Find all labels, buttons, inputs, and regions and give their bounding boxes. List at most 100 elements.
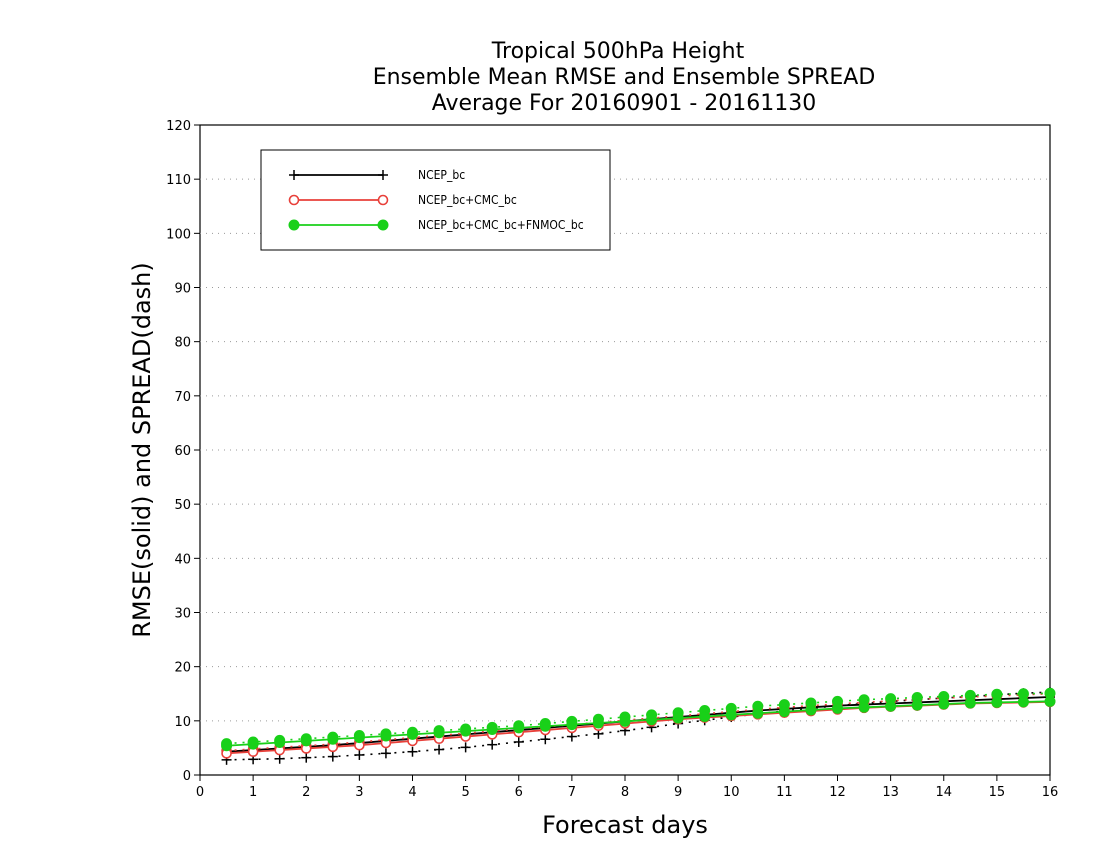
rmse-point bbox=[539, 720, 551, 732]
y-tick-label: 100 bbox=[166, 227, 191, 242]
legend-swatch-marker bbox=[377, 219, 389, 231]
spread-point bbox=[327, 751, 338, 762]
rmse-point bbox=[433, 727, 445, 739]
rmse-point bbox=[964, 697, 976, 709]
rmse-point bbox=[460, 725, 472, 737]
rmse-point bbox=[832, 702, 843, 714]
x-tick-label: 2 bbox=[302, 785, 310, 800]
rmse-point bbox=[380, 730, 392, 742]
spread-point bbox=[540, 734, 551, 745]
legend: NCEP_bc NCEP_bc+CMC_bc NCEP_bc+CMC_bc+FNMO… bbox=[260, 149, 611, 251]
y-tick-label: 50 bbox=[174, 498, 191, 513]
y-tick-label: 70 bbox=[174, 390, 191, 405]
y-tick-label: 30 bbox=[174, 607, 191, 622]
x-tick-label: 11 bbox=[776, 785, 793, 800]
x-tick-label: 4 bbox=[408, 785, 416, 800]
rmse-point bbox=[938, 698, 950, 710]
rmse-point bbox=[327, 733, 339, 745]
x-tick-label: 1 bbox=[249, 785, 257, 800]
rmse-point bbox=[805, 704, 817, 716]
rmse-point bbox=[274, 737, 286, 748]
legend-swatch-marker bbox=[378, 170, 388, 180]
legend-item-1: NCEP_bc bbox=[289, 168, 465, 182]
y-axis: 0 10 20 30 40 50 60 70 80 90 100 110 120 bbox=[166, 119, 200, 784]
y-tick-label: 40 bbox=[174, 552, 191, 567]
rmse-point bbox=[646, 714, 658, 726]
legend-swatch-marker bbox=[288, 219, 300, 231]
rmse-point bbox=[513, 722, 525, 734]
rmse-point bbox=[752, 707, 764, 719]
rmse-point bbox=[991, 696, 1003, 708]
x-tick-label: 16 bbox=[1042, 785, 1059, 800]
y-tick-label: 20 bbox=[174, 661, 191, 676]
legend-item-2: NCEP_bc+CMC_bc bbox=[288, 193, 517, 207]
x-tick-label: 6 bbox=[515, 785, 523, 800]
y-tick-label: 110 bbox=[166, 173, 191, 188]
spread-line bbox=[226, 692, 1051, 745]
chart-title: Tropical 500hPa Height Ensemble Mean RMS… bbox=[373, 39, 876, 116]
legend-item-3: NCEP_bc+CMC_bc+FNMOC_bc bbox=[288, 218, 584, 232]
rmse-point bbox=[221, 740, 233, 752]
rmse-point bbox=[247, 738, 259, 750]
legend-swatch-marker bbox=[289, 170, 299, 180]
rmse-point bbox=[699, 711, 711, 722]
x-axis: 0 1 2 3 4 5 6 7 8 9 10 11 12 13 14 15 16 bbox=[196, 775, 1058, 800]
x-tick-label: 0 bbox=[196, 785, 204, 800]
legend-swatch-marker bbox=[377, 194, 389, 206]
y-tick-label: 120 bbox=[166, 119, 191, 134]
x-tick-label: 7 bbox=[568, 785, 576, 800]
x-tick-label: 3 bbox=[355, 785, 363, 800]
x-tick-label: 12 bbox=[829, 785, 846, 800]
rmse-point bbox=[885, 700, 897, 712]
x-tick-label: 15 bbox=[989, 785, 1006, 800]
rmse-point bbox=[911, 699, 923, 711]
spread-point bbox=[487, 739, 498, 750]
rmse-point bbox=[592, 717, 604, 729]
rmse-point bbox=[407, 728, 418, 740]
series-3 bbox=[221, 687, 1056, 752]
legend-swatch-marker bbox=[288, 194, 300, 206]
rmse-point bbox=[353, 732, 365, 744]
chart-title-line-3: Average For 20160901 - 20161130 bbox=[432, 91, 817, 116]
rmse-point bbox=[1044, 695, 1056, 707]
y-tick-label: 10 bbox=[174, 715, 191, 730]
x-tick-label: 9 bbox=[674, 785, 682, 800]
spread-point bbox=[434, 744, 445, 755]
chart-title-line-1: Tropical 500hPa Height bbox=[491, 39, 745, 64]
x-tick-label: 14 bbox=[935, 785, 952, 800]
rmse-point bbox=[672, 712, 684, 724]
rmse-point bbox=[566, 719, 578, 731]
series-2 bbox=[221, 688, 1056, 759]
spread-point bbox=[407, 746, 418, 757]
rmse-point bbox=[725, 709, 737, 721]
legend-label: NCEP_bc bbox=[418, 168, 465, 182]
grid bbox=[200, 178, 1050, 722]
rmse-point bbox=[619, 715, 631, 727]
series-layer bbox=[221, 687, 1056, 765]
x-tick-label: 13 bbox=[882, 785, 899, 800]
rmse-point bbox=[778, 706, 790, 718]
x-tick-label: 5 bbox=[461, 785, 469, 800]
chart-title-line-2: Ensemble Mean RMSE and Ensemble SPREAD bbox=[373, 65, 876, 90]
rmse-point bbox=[858, 701, 870, 713]
rmse-point bbox=[300, 735, 312, 747]
y-tick-label: 90 bbox=[174, 282, 191, 297]
spread-point bbox=[354, 749, 365, 760]
rmse-line bbox=[226, 700, 1051, 747]
y-tick-label: 60 bbox=[174, 444, 191, 459]
spread-point bbox=[513, 736, 524, 747]
rmse-point bbox=[1017, 696, 1029, 708]
rmse-point bbox=[486, 724, 498, 735]
spread-point bbox=[566, 731, 577, 742]
y-tick-label: 0 bbox=[183, 769, 191, 784]
y-axis-label: RMSE(solid) and SPREAD(dash) bbox=[128, 262, 156, 638]
x-tick-label: 10 bbox=[723, 785, 740, 800]
spread-point bbox=[460, 742, 471, 753]
spread-point bbox=[301, 752, 312, 763]
x-axis-label: Forecast days bbox=[542, 811, 708, 839]
spread-point bbox=[274, 753, 285, 764]
legend-label: NCEP_bc+CMC_bc+FNMOC_bc bbox=[418, 218, 584, 232]
rmse-line bbox=[226, 700, 1051, 755]
spread-point bbox=[380, 748, 391, 759]
